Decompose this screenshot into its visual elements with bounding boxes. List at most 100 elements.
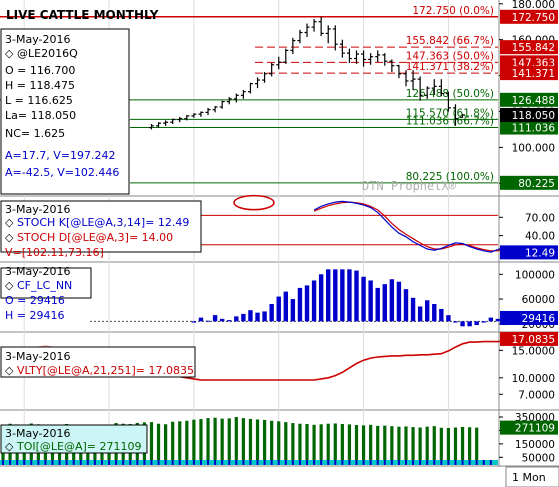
net-bar — [198, 317, 204, 322]
net-info-box[interactable]: 3-May-2016 ◇ CF_LC_NN O = 29416 H = 2941… — [0, 265, 92, 322]
stoch-d-label: STOCH D[@LE@A,3]= 14.00 — [17, 231, 173, 244]
oi-bar — [220, 418, 224, 460]
level-label: 172.750 (0.0%) — [412, 5, 494, 17]
oi-bar — [206, 418, 210, 460]
price-info-open: O = 116.700 — [5, 64, 75, 77]
y-tick-label: 60000 — [522, 294, 555, 306]
net-bar — [361, 276, 366, 322]
net-bar — [191, 321, 197, 323]
oi-strip-tick — [122, 460, 125, 465]
period-button[interactable]: 1 Mon — [505, 466, 559, 487]
net-bar — [432, 304, 437, 322]
vol-info-label: VLTY[@LE@A,21,251]= 17.0835 — [17, 364, 194, 377]
net-bar — [403, 289, 409, 322]
oi-strip-tick — [143, 460, 146, 465]
chart-title: LIVE CATTLE MONTHLY — [6, 8, 159, 22]
oi-strip-tick — [320, 460, 323, 465]
oi-strip-tick — [30, 460, 33, 465]
oi-strip-tick — [369, 460, 372, 465]
y-tick-label: 7.0000 — [518, 389, 555, 401]
oi-bar — [376, 425, 380, 460]
net-bar — [297, 287, 303, 322]
level-label: 115.570 (61.8%) — [406, 107, 494, 119]
oi-bar — [390, 426, 394, 460]
net-bar — [283, 291, 288, 322]
net-bar — [205, 320, 211, 322]
oi-strip-tick — [51, 460, 54, 465]
price-info-high: H = 118.475 — [5, 79, 75, 92]
y-tick-label: 40.00 — [525, 231, 555, 243]
price-info-net-change: NC= 1.625 — [5, 127, 65, 140]
vol-info-box[interactable]: 3-May-2016 ◇ VLTY[@LE@A,21,251]= 17.0835 — [0, 346, 196, 378]
oi-strip-tick — [390, 460, 393, 465]
net-bar — [290, 299, 296, 322]
last-value-label: 118.050 — [512, 110, 555, 122]
oi-bar — [468, 427, 472, 460]
y-tick-label: 100.000 — [512, 142, 555, 154]
oi-strip-tick — [199, 460, 202, 465]
net-bar — [453, 321, 458, 323]
oi-strip-tick — [100, 460, 103, 465]
price-info-symbol-icon: ◇ — [5, 47, 14, 60]
oi-strip-tick — [270, 460, 273, 465]
oi-strip-tick — [192, 460, 195, 465]
oi-strip-tick — [93, 460, 96, 465]
oi-info-icon: ◇ — [5, 440, 14, 453]
oi-strip-tick — [482, 460, 485, 465]
last-value-tag — [500, 245, 558, 260]
oi-strip-tick — [263, 460, 266, 465]
oi-strip-tick — [313, 460, 316, 465]
period-button-label: 1 Mon — [512, 471, 546, 484]
oi-bar — [262, 419, 267, 460]
last-value-label: 80.225 — [518, 178, 555, 190]
oi-bar — [284, 422, 288, 460]
stoch-info-box[interactable]: 3-May-2016 ◇ STOCH K[@LE@A,3,14]= 12.49 … — [0, 200, 202, 259]
oi-strip-tick — [65, 460, 68, 465]
oi-info-box[interactable]: 3-May-2016 ◇ TOI[@LE@A]= 271109 — [0, 424, 148, 454]
last-value-label: 141.371 — [512, 68, 555, 80]
oi-bar — [164, 424, 168, 460]
y-tick-label: 50000 — [522, 452, 555, 464]
oi-strip-tick — [249, 460, 252, 465]
oi-strip-tick — [291, 460, 294, 465]
oi-bar — [185, 420, 189, 460]
y-tick-label: 180.000 — [512, 0, 555, 11]
oi-strip-tick — [277, 460, 280, 465]
net-bar — [488, 317, 494, 322]
oi-strip-tick — [362, 460, 365, 465]
oi-bar — [171, 421, 175, 460]
net-bar — [219, 318, 225, 322]
price-info-box[interactable]: 3-May-2016 ◇ @LE2016Q O = 116.700 H = 11… — [0, 28, 130, 195]
oi-bar — [234, 417, 238, 460]
oi-bar — [460, 426, 465, 460]
oi-strip-tick — [178, 460, 181, 465]
net-bar — [255, 312, 260, 322]
oi-bar — [354, 425, 359, 460]
oi-strip-tick — [489, 460, 492, 465]
net-bar — [318, 274, 324, 322]
oi-bar — [192, 419, 196, 460]
net-bar — [234, 316, 239, 322]
oi-strip-tick — [419, 460, 422, 465]
oi-strip-tick — [397, 460, 400, 465]
vol-info-icon: ◇ — [5, 364, 14, 377]
net-bar — [347, 269, 352, 322]
net-bar — [495, 318, 501, 322]
oi-bar — [312, 424, 316, 460]
oi-bar — [369, 424, 373, 460]
oi-bar — [411, 427, 415, 460]
oi-bar — [361, 425, 366, 460]
price-info-low: L = 116.625 — [5, 94, 73, 107]
oi-bar — [333, 423, 337, 460]
oi-info-date: 3-May-2016 — [5, 427, 70, 440]
oi-strip-tick — [461, 460, 464, 465]
net-bar — [304, 285, 310, 322]
oi-strip-tick — [207, 460, 210, 465]
last-value-tag — [500, 9, 558, 24]
oi-strip-tick — [355, 460, 358, 465]
net-bar — [212, 315, 218, 322]
oi-strip-tick — [115, 460, 118, 465]
level-label: 126.488 (50.0%) — [406, 88, 494, 100]
oi-strip-tick — [376, 460, 379, 465]
